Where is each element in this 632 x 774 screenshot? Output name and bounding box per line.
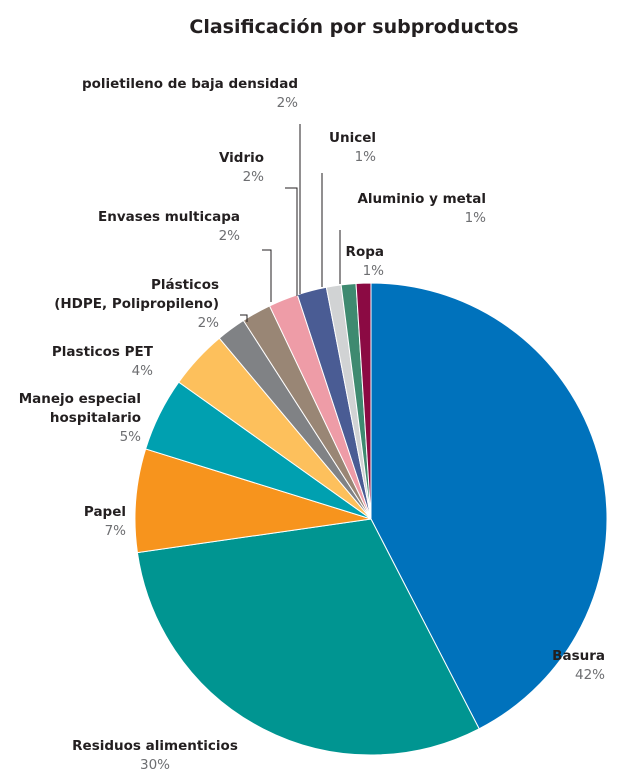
slice-label-name: polietileno de baja densidad bbox=[82, 76, 298, 92]
slice-label-name: Unicel bbox=[329, 130, 376, 146]
slice-label-name: hospitalario bbox=[50, 410, 141, 426]
slice-label-percent: 2% bbox=[243, 169, 265, 185]
slice-label-percent: 30% bbox=[140, 757, 170, 773]
slice-label-percent: 2% bbox=[198, 315, 220, 331]
slice-label-percent: 2% bbox=[277, 95, 299, 111]
slice-label-name: Basura bbox=[552, 648, 605, 664]
leader-lines bbox=[240, 124, 341, 322]
slice-label-percent: 1% bbox=[363, 263, 385, 279]
pie-slice bbox=[370, 282, 608, 730]
slice-label-name: Aluminio y metal bbox=[357, 191, 486, 207]
slice-label-name: Envases multicapa bbox=[98, 209, 240, 225]
slice-label-percent: 2% bbox=[219, 228, 241, 244]
slice-label-name: Manejo especial bbox=[19, 391, 141, 407]
pie-slice bbox=[134, 448, 372, 554]
slice-label-percent: 4% bbox=[132, 363, 154, 379]
slice-label-name: Vidrio bbox=[219, 150, 264, 166]
slice-label-percent: 5% bbox=[120, 429, 142, 445]
slice-label-percent: 7% bbox=[105, 523, 127, 539]
chart-title: Clasificación por subproductos bbox=[189, 16, 518, 38]
leader-line bbox=[240, 314, 248, 322]
pie-slices bbox=[134, 282, 608, 756]
slice-label-name: Plásticos bbox=[151, 277, 219, 293]
slice-label-percent: 42% bbox=[575, 667, 605, 683]
slice-label-name: Ropa bbox=[346, 244, 384, 260]
slice-label-name: Plasticos PET bbox=[52, 344, 154, 360]
slice-label-name: Papel bbox=[84, 504, 126, 520]
leader-line bbox=[262, 249, 272, 302]
leader-line bbox=[285, 187, 298, 296]
slice-label-percent: 1% bbox=[465, 210, 487, 226]
slice-labels: Basura 42% Residuos alimenticios 30% Papel 7%… bbox=[19, 76, 605, 773]
pie-slice bbox=[355, 282, 372, 520]
slice-label-name: Residuos alimenticios bbox=[72, 738, 238, 754]
pie-slice bbox=[136, 518, 480, 756]
slice-label-name: (HDPE, Polipropileno) bbox=[54, 296, 219, 312]
slice-label-percent: 1% bbox=[355, 149, 377, 165]
